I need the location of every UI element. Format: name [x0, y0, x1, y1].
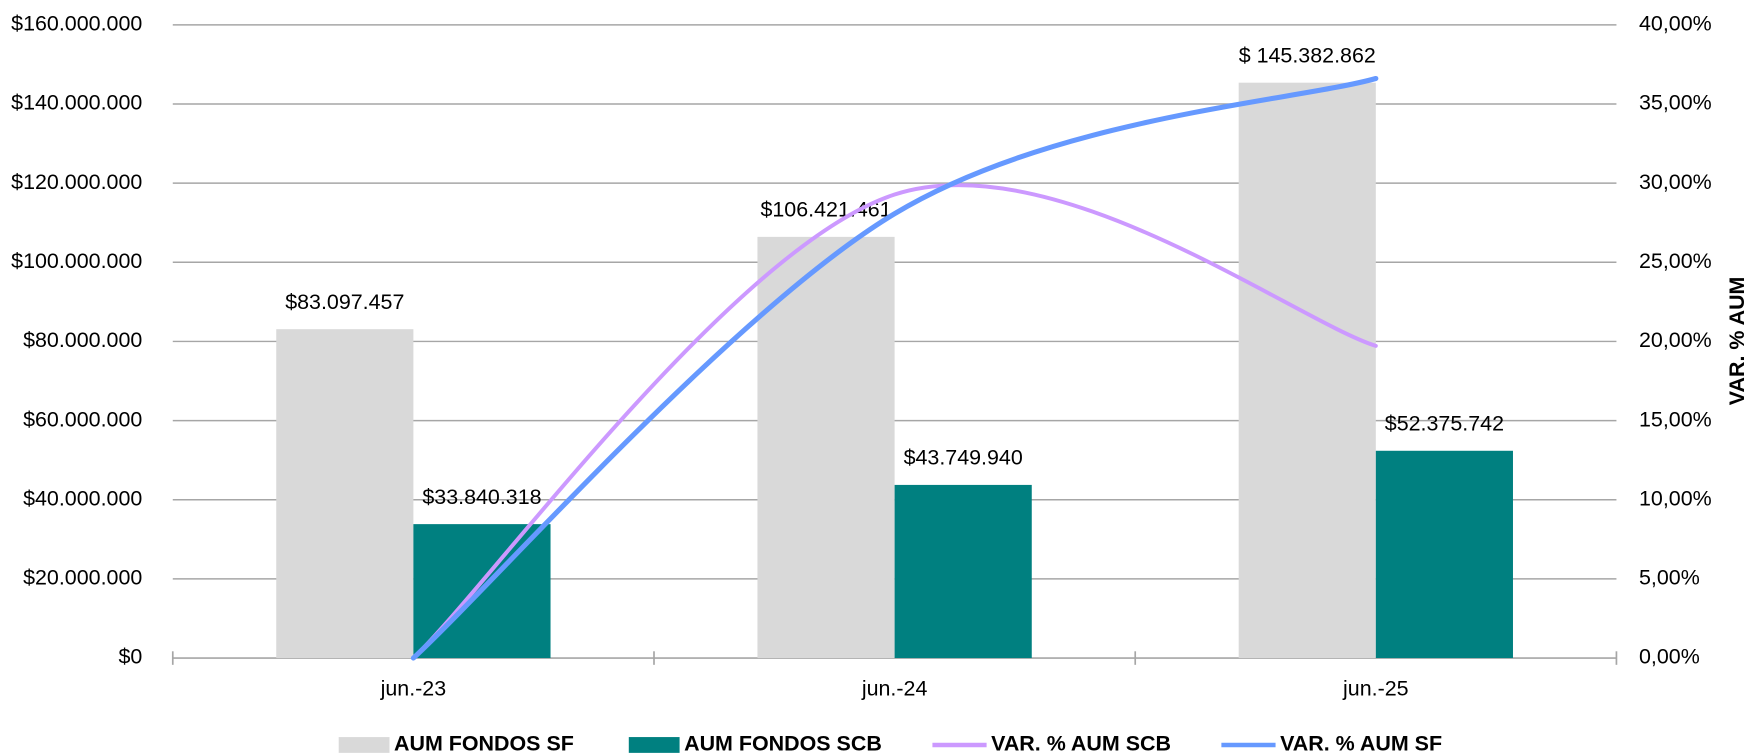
- y-tick-label: $100.000.000: [11, 249, 142, 273]
- y-tick-label: $0: [118, 645, 142, 669]
- y2-tick-label: 5,00%: [1639, 566, 1700, 590]
- y2-axis-title: VAR. % AUM: [1725, 277, 1749, 406]
- y-tick-label: $140.000.000: [11, 91, 142, 115]
- x-tick-label: jun.-25: [1342, 676, 1409, 700]
- y-tick-label: $160.000.000: [11, 11, 142, 35]
- legend-label: AUM FONDOS SF: [394, 732, 574, 754]
- y2-tick-label: 0,00%: [1639, 645, 1700, 669]
- data-label: $83.097.457: [285, 290, 404, 314]
- y2-tick-label: 15,00%: [1639, 407, 1712, 431]
- legend-label: VAR. % AUM SCB: [991, 732, 1171, 754]
- bar: [1375, 450, 1513, 659]
- y2-tick-label: 10,00%: [1639, 486, 1712, 510]
- y2-tick-label: 40,00%: [1639, 11, 1712, 35]
- y-tick-label: $60.000.000: [23, 407, 142, 431]
- x-tick-label: jun.-24: [861, 676, 928, 700]
- y-tick-label: $20.000.000: [23, 566, 142, 590]
- bar: [276, 329, 414, 659]
- data-label: $52.375.742: [1385, 411, 1504, 435]
- y-tick-label: $120.000.000: [11, 170, 142, 194]
- legend-swatch: [338, 737, 390, 753]
- y2-tick-label: 30,00%: [1639, 170, 1712, 194]
- bar: [757, 236, 895, 659]
- y-tick-label: $40.000.000: [23, 486, 142, 510]
- data-label: $33.840.318: [422, 485, 541, 509]
- line-series: [411, 183, 1378, 661]
- y2-tick-label: 25,00%: [1639, 249, 1712, 273]
- legend-label: VAR. % AUM SF: [1280, 732, 1442, 754]
- data-label: $43.749.940: [904, 446, 1023, 470]
- y2-tick-label: 35,00%: [1639, 91, 1712, 115]
- legend-swatch: [628, 737, 680, 753]
- y2-tick-label: 20,00%: [1639, 328, 1712, 352]
- bar: [1238, 82, 1376, 659]
- legend-label: AUM FONDOS SCB: [684, 732, 882, 754]
- data-label: $106.421.461: [760, 198, 891, 222]
- y-tick-label: $80.000.000: [23, 328, 142, 352]
- data-label: $ 145.382.862: [1239, 43, 1376, 67]
- bar: [894, 484, 1032, 659]
- line-series: [410, 75, 1379, 661]
- x-tick-label: jun.-23: [380, 676, 447, 700]
